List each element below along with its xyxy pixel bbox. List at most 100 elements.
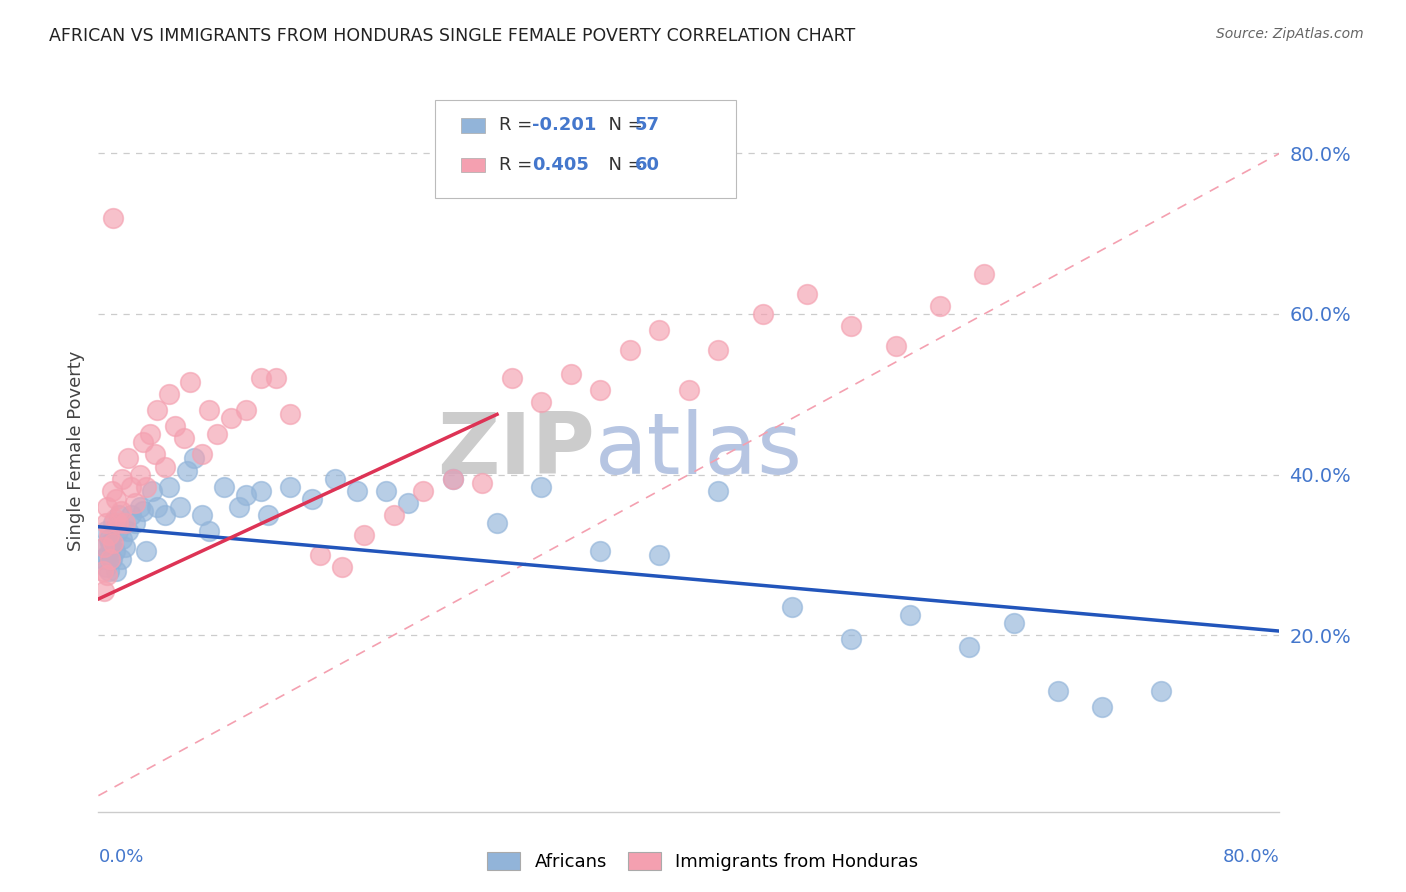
Point — [120, 508, 142, 522]
Point — [973, 267, 995, 281]
FancyBboxPatch shape — [461, 158, 485, 172]
Point — [841, 318, 863, 333]
Text: 0.405: 0.405 — [531, 156, 589, 174]
Point — [1002, 615, 1025, 630]
Point — [228, 500, 250, 514]
Point — [98, 535, 121, 549]
Point — [212, 479, 235, 493]
Point — [117, 451, 139, 466]
Point — [375, 483, 398, 498]
Point — [105, 491, 128, 506]
Point — [707, 343, 730, 357]
Point — [141, 483, 163, 498]
Point — [93, 540, 115, 554]
Text: 0.0%: 0.0% — [98, 847, 143, 866]
Point — [382, 508, 405, 522]
Point — [120, 479, 142, 493]
Point — [752, 307, 775, 321]
Point — [103, 516, 125, 530]
Point — [98, 551, 121, 566]
Point — [257, 508, 280, 522]
Point — [589, 383, 612, 397]
Point — [183, 451, 205, 466]
Point — [135, 479, 157, 493]
Point — [93, 583, 115, 598]
Point — [323, 471, 346, 485]
Point — [235, 403, 257, 417]
Point — [97, 532, 120, 546]
Point — [157, 387, 180, 401]
Point — [191, 447, 214, 462]
Point — [198, 524, 221, 538]
Point — [900, 608, 922, 623]
Point — [110, 503, 132, 517]
Point — [619, 343, 641, 357]
Point — [530, 479, 553, 493]
Point — [264, 371, 287, 385]
Text: Source: ZipAtlas.com: Source: ZipAtlas.com — [1216, 27, 1364, 41]
Point — [94, 524, 117, 538]
Point — [110, 551, 132, 566]
Point — [91, 551, 114, 566]
Point — [398, 495, 420, 509]
Text: 60: 60 — [634, 156, 659, 174]
Point — [221, 411, 243, 425]
Text: atlas: atlas — [595, 409, 803, 492]
Text: AFRICAN VS IMMIGRANTS FROM HONDURAS SINGLE FEMALE POVERTY CORRELATION CHART: AFRICAN VS IMMIGRANTS FROM HONDURAS SING… — [49, 27, 855, 45]
Text: N =: N = — [596, 116, 648, 135]
Point — [132, 435, 155, 450]
Point — [96, 567, 118, 582]
Point — [589, 543, 612, 558]
Point — [205, 427, 228, 442]
Point — [678, 383, 700, 397]
Point — [104, 511, 127, 525]
Point — [117, 524, 139, 538]
Point — [114, 516, 136, 530]
Point — [884, 339, 907, 353]
Point — [100, 551, 122, 566]
Text: 80.0%: 80.0% — [1223, 847, 1279, 866]
Point — [107, 516, 129, 530]
Point — [111, 532, 134, 546]
Point — [128, 500, 150, 514]
Point — [530, 395, 553, 409]
Point — [146, 500, 169, 514]
Point — [143, 447, 166, 462]
Point — [173, 431, 195, 445]
Text: N =: N = — [596, 156, 648, 174]
Y-axis label: Single Female Poverty: Single Female Poverty — [66, 351, 84, 550]
Point — [782, 599, 804, 614]
Text: 57: 57 — [634, 116, 659, 135]
Text: ZIP: ZIP — [437, 409, 595, 492]
Point — [309, 548, 332, 562]
Point — [929, 299, 952, 313]
Point — [100, 483, 122, 498]
Point — [132, 503, 155, 517]
Point — [250, 371, 273, 385]
Point — [1150, 684, 1173, 698]
FancyBboxPatch shape — [434, 100, 737, 198]
Point — [486, 516, 509, 530]
Text: R =: R = — [499, 156, 537, 174]
FancyBboxPatch shape — [461, 118, 485, 133]
Point — [412, 483, 434, 498]
Point — [139, 427, 162, 442]
Point — [128, 467, 150, 482]
Point — [111, 471, 134, 485]
Text: R =: R = — [499, 116, 537, 135]
Point — [648, 548, 671, 562]
Point — [103, 211, 125, 225]
Point — [108, 508, 131, 522]
Point — [97, 527, 120, 541]
Point — [1046, 684, 1070, 698]
Point — [91, 564, 114, 578]
Point — [198, 403, 221, 417]
Point — [301, 491, 323, 506]
Point — [96, 500, 118, 514]
Point — [441, 471, 464, 485]
Point — [97, 564, 120, 578]
Point — [153, 459, 176, 474]
Point — [280, 479, 302, 493]
Point — [124, 516, 146, 530]
Point — [179, 375, 201, 389]
